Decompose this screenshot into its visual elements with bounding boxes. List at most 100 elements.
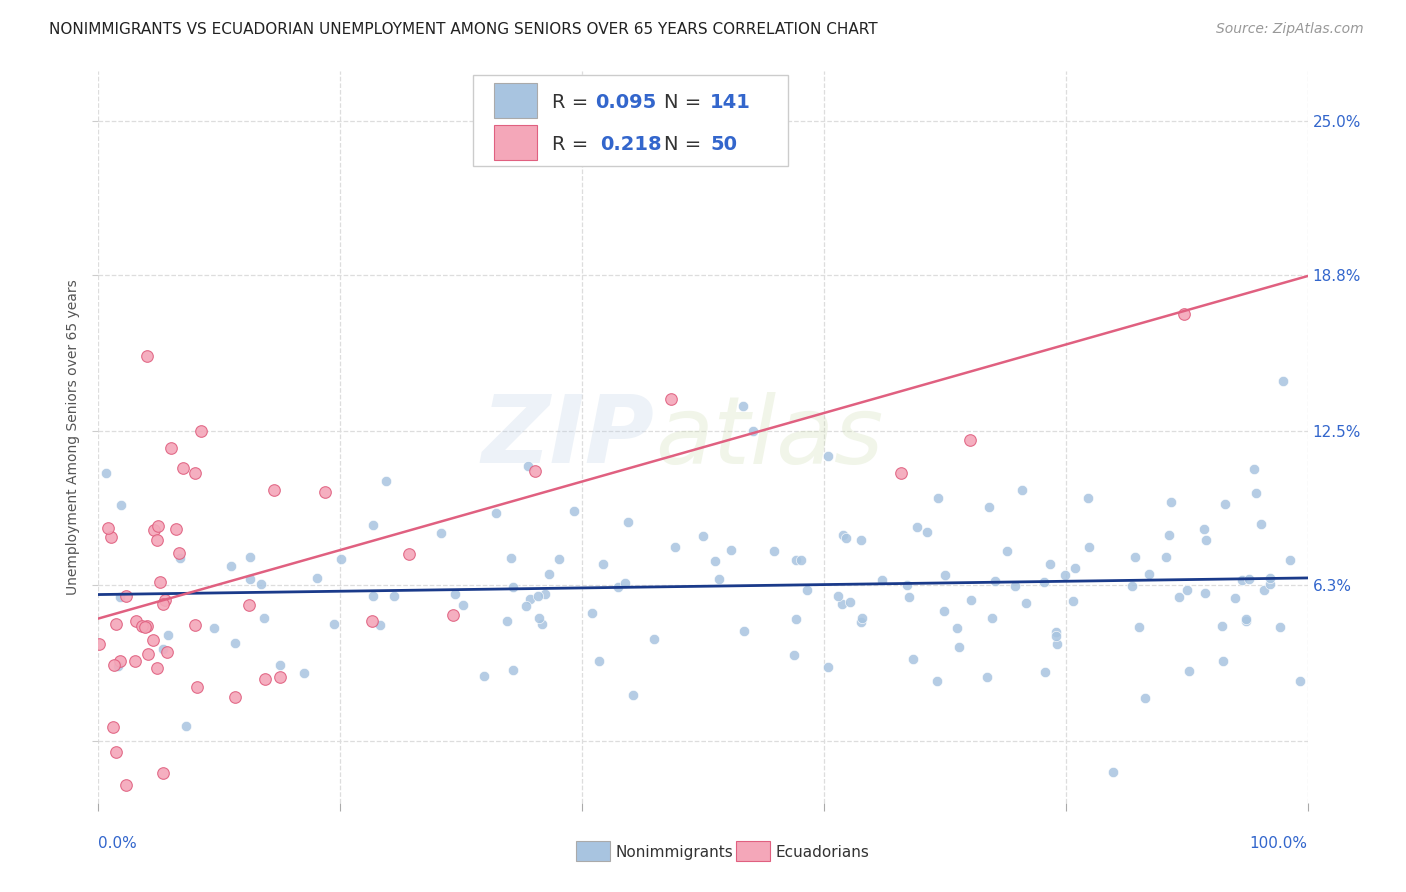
Point	[169, 551, 191, 566]
Point	[1239, 572, 1261, 586]
Point	[183, 618, 205, 632]
Point	[361, 518, 384, 533]
Point	[97, 521, 120, 535]
Point	[907, 520, 929, 534]
Point	[519, 592, 541, 607]
Text: R =: R =	[551, 93, 595, 112]
Point	[731, 399, 754, 413]
Point	[1215, 497, 1237, 511]
Point	[538, 566, 561, 581]
Point	[661, 392, 683, 406]
Point	[382, 589, 405, 603]
Point	[134, 620, 156, 634]
Point	[157, 628, 180, 642]
Text: 0.218: 0.218	[600, 135, 662, 153]
Point	[1234, 615, 1257, 629]
Point	[474, 126, 496, 140]
Point	[124, 654, 146, 668]
Text: ZIP: ZIP	[482, 391, 655, 483]
Point	[108, 591, 131, 605]
Point	[827, 589, 849, 603]
Point	[330, 552, 353, 566]
Point	[1011, 483, 1033, 498]
Point	[517, 458, 540, 473]
Point	[398, 547, 420, 561]
Point	[1064, 561, 1087, 575]
Point	[838, 595, 860, 609]
Point	[983, 574, 1005, 588]
Point	[934, 567, 956, 582]
Point	[238, 572, 260, 586]
Point	[430, 525, 453, 540]
Text: Nonimmigrants: Nonimmigrants	[616, 845, 734, 860]
Point	[269, 670, 291, 684]
Point	[496, 614, 519, 628]
Point	[903, 652, 925, 666]
Point	[105, 745, 128, 759]
Point	[125, 614, 148, 628]
Point	[851, 611, 873, 625]
Point	[783, 648, 806, 662]
Point	[898, 590, 921, 604]
Point	[849, 533, 872, 547]
Point	[948, 640, 970, 655]
Point	[1045, 625, 1067, 640]
Point	[1258, 570, 1281, 584]
Point	[733, 624, 755, 638]
Text: N =: N =	[664, 135, 707, 153]
Point	[592, 558, 614, 572]
Point	[581, 606, 603, 620]
Point	[1004, 579, 1026, 593]
Point	[224, 690, 246, 704]
Point	[531, 617, 554, 632]
Text: Source: ZipAtlas.com: Source: ZipAtlas.com	[1216, 22, 1364, 37]
Point	[1243, 461, 1265, 475]
Point	[980, 611, 1002, 625]
Point	[785, 612, 807, 626]
Point	[114, 779, 136, 793]
Text: atlas: atlas	[655, 392, 883, 483]
Text: 100.0%: 100.0%	[1250, 836, 1308, 851]
Bar	[494, 83, 537, 118]
Point	[588, 654, 610, 668]
Point	[890, 466, 912, 480]
Point	[927, 674, 949, 689]
Point	[763, 544, 786, 558]
Point	[314, 485, 336, 500]
Point	[526, 590, 548, 604]
Point	[1033, 665, 1056, 680]
Point	[202, 621, 225, 635]
Point	[959, 433, 981, 447]
Point	[172, 461, 194, 475]
Point	[607, 580, 630, 594]
Point	[368, 617, 391, 632]
Point	[239, 549, 262, 564]
Point	[441, 608, 464, 623]
Point	[136, 647, 159, 661]
Point	[1128, 620, 1150, 634]
Point	[219, 559, 242, 574]
Point	[1123, 550, 1146, 565]
Point	[146, 533, 169, 548]
Point	[1102, 764, 1125, 779]
Point	[253, 611, 276, 625]
Point	[104, 617, 127, 632]
Point	[1053, 568, 1076, 582]
Point	[1039, 557, 1062, 571]
Point	[835, 531, 858, 545]
Text: 141: 141	[710, 93, 751, 112]
Point	[110, 498, 132, 512]
Point	[1168, 590, 1191, 604]
Point	[1194, 586, 1216, 600]
Point	[224, 636, 246, 650]
Point	[1195, 533, 1218, 547]
Point	[643, 632, 665, 647]
Point	[444, 587, 467, 601]
Point	[1135, 690, 1157, 705]
Text: Ecuadorians: Ecuadorians	[776, 845, 869, 860]
Point	[927, 491, 949, 505]
Point	[1062, 594, 1084, 608]
Point	[870, 574, 893, 588]
Point	[152, 597, 174, 611]
Point	[997, 544, 1019, 558]
